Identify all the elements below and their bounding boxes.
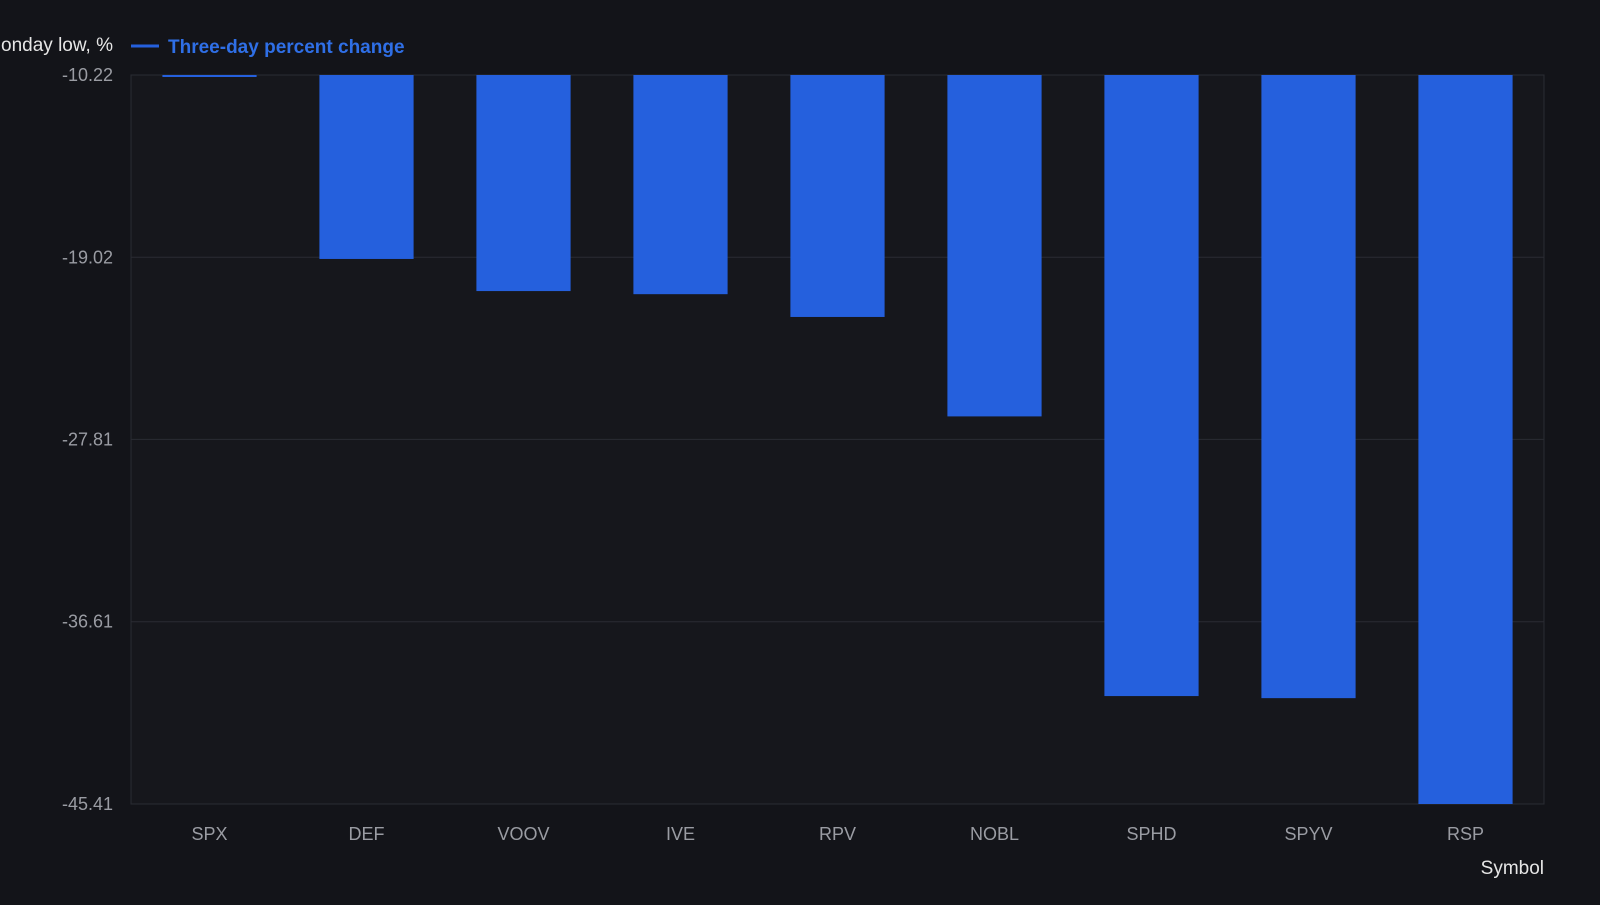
x-tick-label: RSP — [1447, 824, 1484, 844]
x-tick-label: RPV — [819, 824, 856, 844]
y-axis-label: Monday low, % — [0, 35, 113, 56]
bar-spyv[interactable] — [1261, 75, 1356, 699]
bar-spx[interactable] — [162, 75, 257, 77]
legend-label[interactable]: Three-day percent change — [168, 37, 405, 58]
y-tick-label: -27.81 — [62, 429, 113, 449]
y-tick-label: -45.41 — [62, 794, 113, 814]
y-tick-label: -19.02 — [62, 247, 113, 267]
x-tick-label: DEF — [349, 824, 385, 844]
legend[interactable]: Three-day percent change — [131, 37, 405, 58]
y-axis-ticks: -10.22 -19.02 -27.81 -36.61 -45.41 — [62, 65, 113, 814]
bar-nobl[interactable] — [947, 75, 1042, 417]
x-axis-ticks: SPX DEF VOOV IVE RPV NOBL SPHD SPYV RSP — [191, 824, 1484, 844]
x-tick-label: VOOV — [497, 824, 549, 844]
x-tick-label: SPHD — [1126, 824, 1176, 844]
bar-voov[interactable] — [476, 75, 571, 292]
bars — [162, 75, 1513, 804]
bar-sphd[interactable] — [1104, 75, 1199, 697]
bar-rpv[interactable] — [790, 75, 885, 317]
x-tick-label: SPYV — [1284, 824, 1332, 844]
bar-def[interactable] — [319, 75, 414, 259]
x-tick-label: SPX — [191, 824, 227, 844]
bar-rsp[interactable] — [1418, 75, 1513, 804]
x-tick-label: IVE — [666, 824, 695, 844]
y-tick-label: -36.61 — [62, 612, 113, 632]
bar-ive[interactable] — [633, 75, 728, 295]
y-tick-label: -10.22 — [62, 65, 113, 85]
x-tick-label: NOBL — [970, 824, 1019, 844]
x-axis-label: Symbol — [1481, 858, 1544, 879]
